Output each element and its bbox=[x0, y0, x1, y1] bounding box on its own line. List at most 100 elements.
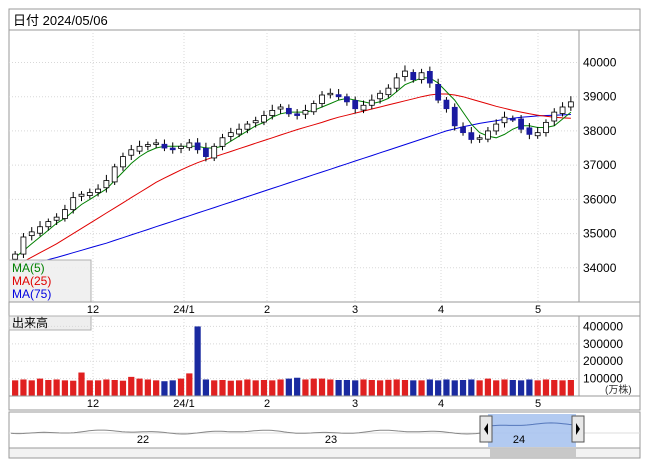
volume-bar bbox=[285, 378, 292, 396]
candle bbox=[70, 192, 77, 214]
volume-bar bbox=[36, 378, 44, 396]
volume-bar bbox=[186, 373, 193, 396]
candle bbox=[144, 141, 151, 151]
candle-body bbox=[451, 106, 458, 127]
candle bbox=[227, 127, 234, 142]
volume-y-axis: 400000 300000 200000 100000 bbox=[583, 319, 623, 385]
candle bbox=[410, 69, 417, 83]
candle-body bbox=[551, 111, 558, 122]
volume-bar bbox=[468, 379, 475, 396]
candle-body bbox=[344, 96, 350, 103]
candle-body bbox=[468, 132, 475, 140]
candle-body bbox=[37, 226, 43, 234]
candle bbox=[95, 184, 101, 197]
volume-bar bbox=[542, 379, 550, 396]
candle-body bbox=[244, 123, 251, 130]
candle-body bbox=[111, 166, 118, 183]
candle bbox=[244, 121, 251, 134]
candle-body bbox=[161, 143, 168, 149]
volume-bar bbox=[194, 326, 201, 396]
volume-bar bbox=[94, 380, 102, 396]
candle-body bbox=[261, 115, 267, 123]
candle bbox=[20, 233, 27, 259]
volume-bar bbox=[567, 380, 574, 396]
volume-title-box bbox=[8, 315, 92, 331]
candle-body bbox=[136, 145, 143, 152]
volume-bar bbox=[45, 380, 52, 396]
volume-title: 出来高 bbox=[12, 315, 48, 330]
candle bbox=[186, 138, 193, 151]
candle bbox=[37, 221, 43, 237]
candle-body bbox=[418, 72, 425, 81]
candle-body bbox=[153, 142, 160, 145]
volume-bar bbox=[227, 380, 234, 396]
candle-body bbox=[377, 92, 383, 100]
volume-bar bbox=[476, 380, 483, 396]
price-y-tick: 39000 bbox=[583, 90, 617, 104]
x-tick-label: 12 bbox=[87, 304, 99, 316]
navigator-selection[interactable] bbox=[488, 414, 576, 447]
volume-bar bbox=[53, 379, 60, 396]
candle bbox=[128, 144, 135, 161]
volume-bar bbox=[352, 380, 359, 396]
volume-bar bbox=[235, 380, 243, 396]
candle bbox=[269, 104, 276, 120]
x-tick-label: 12 bbox=[87, 398, 99, 410]
volume-bar bbox=[517, 380, 525, 396]
candle bbox=[153, 138, 160, 149]
candle-body bbox=[294, 113, 301, 116]
candle bbox=[136, 140, 143, 155]
volume-bar bbox=[86, 380, 93, 396]
volume-bar bbox=[418, 380, 425, 396]
volume-bar bbox=[426, 379, 433, 396]
candle-body bbox=[501, 116, 508, 124]
volume-bar bbox=[318, 378, 326, 396]
volume-bar bbox=[401, 380, 409, 396]
x-tick-label: 2 bbox=[264, 398, 270, 410]
candle bbox=[385, 84, 392, 98]
candle-body bbox=[559, 106, 566, 114]
candle bbox=[62, 204, 68, 222]
candle-body bbox=[236, 128, 242, 135]
candle-body bbox=[120, 156, 126, 168]
candle bbox=[443, 97, 450, 113]
volume-bar bbox=[459, 380, 467, 396]
volume-bars bbox=[12, 326, 574, 396]
volume-bar bbox=[78, 372, 85, 396]
candle-body bbox=[219, 137, 226, 147]
volume-bar bbox=[136, 378, 143, 396]
volume-bar bbox=[219, 380, 226, 396]
candle-body bbox=[476, 137, 483, 140]
ma25-line bbox=[14, 93, 571, 267]
candle bbox=[211, 143, 218, 162]
candle-body bbox=[186, 142, 193, 149]
candle bbox=[393, 73, 400, 93]
volume-bar bbox=[327, 379, 334, 396]
candle bbox=[86, 188, 93, 199]
navigator-year-label: 24 bbox=[513, 434, 525, 446]
candle-body bbox=[285, 107, 292, 115]
x-tick-label: 4 bbox=[438, 304, 444, 316]
candle-body bbox=[485, 130, 491, 140]
scrollbar-thumb[interactable] bbox=[490, 449, 576, 457]
candle bbox=[559, 102, 566, 117]
x-tick-label: 24/1 bbox=[173, 304, 194, 316]
volume-bar bbox=[501, 379, 508, 396]
volume-bar bbox=[451, 380, 458, 396]
candle-body bbox=[543, 121, 549, 134]
candle-body bbox=[53, 216, 60, 221]
candle-body bbox=[103, 180, 110, 189]
candle-body bbox=[443, 99, 450, 110]
candle bbox=[261, 110, 267, 126]
volume-y-tick: 300000 bbox=[583, 337, 623, 351]
candle bbox=[377, 90, 383, 104]
volume-bar bbox=[153, 380, 160, 396]
candle-body bbox=[70, 197, 77, 211]
candle-body bbox=[410, 72, 417, 81]
candle-body bbox=[12, 253, 19, 260]
x-tick-label: 4 bbox=[438, 398, 444, 410]
horizontal-scrollbar[interactable] bbox=[8, 447, 641, 459]
volume-y-tick: 400000 bbox=[583, 319, 623, 333]
candle bbox=[493, 119, 500, 135]
volume-bar bbox=[343, 380, 351, 396]
